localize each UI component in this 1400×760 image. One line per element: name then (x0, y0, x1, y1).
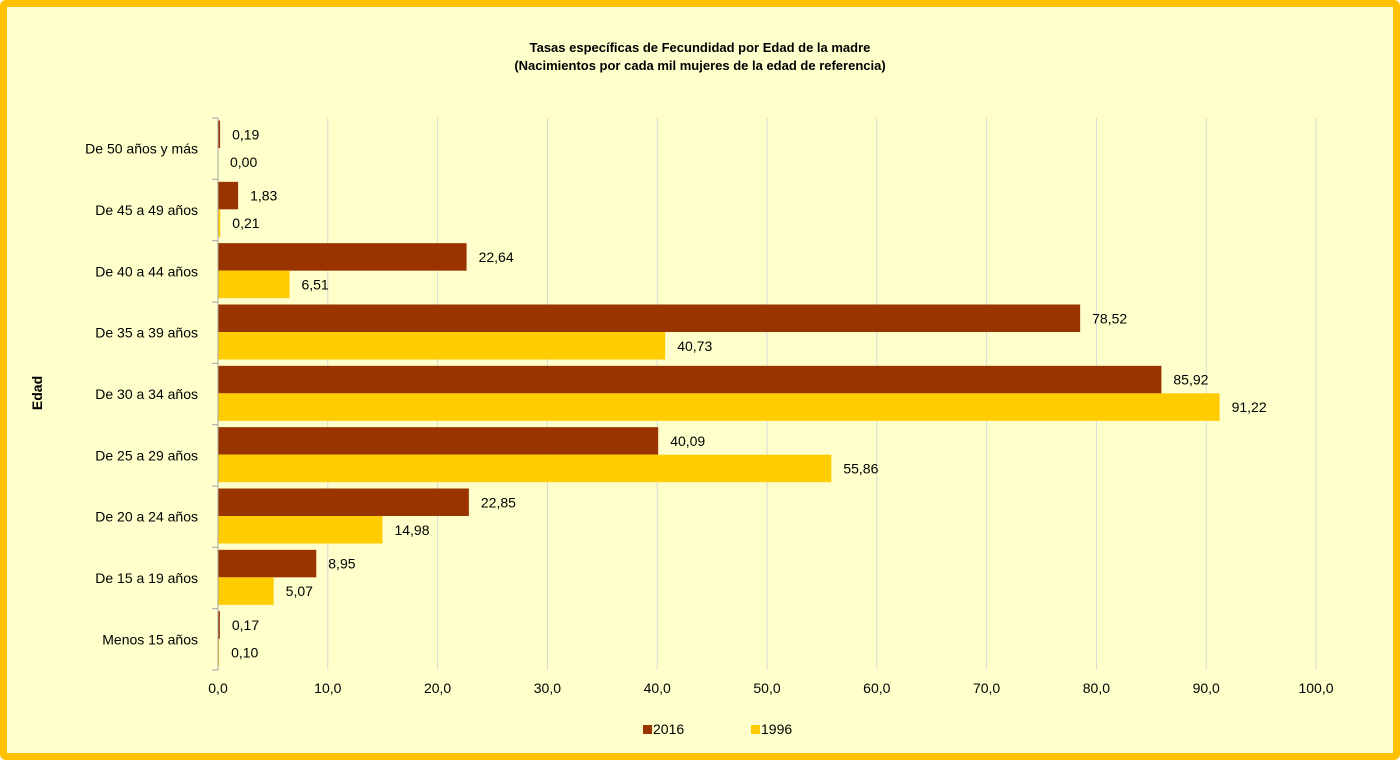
bar-2016 (218, 304, 1081, 332)
bar-1996 (218, 393, 1220, 421)
category-label: Menos 15 años (102, 631, 198, 647)
category-label: De 50 años y más (85, 141, 198, 157)
y-axis-title: Edad (29, 376, 45, 410)
data-label-2016: 1,83 (250, 188, 277, 204)
bar-2016 (218, 120, 221, 148)
legend-swatch-1996 (751, 725, 760, 734)
category-label: De 15 a 19 años (95, 570, 198, 586)
bar-2016 (218, 427, 659, 455)
data-label-1996: 0,00 (230, 154, 257, 170)
data-label-2016: 22,85 (481, 494, 516, 510)
data-label-1996: 55,86 (843, 460, 878, 476)
data-label-2016: 22,64 (479, 249, 514, 265)
x-tick-label: 90,0 (1193, 680, 1220, 696)
category-label: De 25 a 29 años (95, 447, 198, 463)
x-tick-label: 10,0 (314, 680, 341, 696)
x-tick-label: 30,0 (534, 680, 561, 696)
category-label: De 30 a 34 años (95, 386, 198, 402)
bar-2016 (218, 549, 317, 578)
data-label-1996: 91,22 (1232, 399, 1267, 415)
bar-2016 (218, 611, 220, 639)
x-tick-label: 50,0 (753, 680, 780, 696)
bar-1996 (218, 577, 274, 605)
x-tick-label: 70,0 (973, 680, 1000, 696)
bar-2016 (218, 243, 467, 271)
data-label-1996: 0,10 (231, 644, 258, 660)
category-label: De 45 a 49 años (95, 202, 198, 218)
bar-1996 (218, 270, 290, 299)
category-label: De 20 a 24 años (95, 509, 198, 525)
category-label: De 40 a 44 años (95, 263, 198, 279)
data-label-2016: 40,09 (670, 433, 705, 449)
x-tick-label: 40,0 (644, 680, 671, 696)
legend-label-2016: 2016 (653, 721, 684, 737)
bar-1996 (218, 454, 832, 483)
legend: 2016 1996 (643, 721, 792, 737)
x-tick-label: 60,0 (863, 680, 890, 696)
legend-swatch-2016 (643, 725, 652, 734)
data-label-2016: 0,17 (232, 617, 259, 633)
bar-1996 (218, 332, 666, 360)
data-label-2016: 78,52 (1092, 310, 1127, 326)
axes-group: 0,0 10,0 20,0 30,0 40,0 50,0 60,0 70,0 80,0 90,0 1… (85, 117, 1334, 696)
bars-group: 0,19 1,83 22,64 78,52 85,92 40,09 22,85 8,95 0,1… (218, 120, 1267, 667)
bar-2016 (218, 488, 469, 516)
data-label-1996: 40,73 (677, 338, 712, 354)
x-tick-label: 80,0 (1083, 680, 1110, 696)
data-label-1996: 0,21 (232, 215, 259, 231)
bar-1996 (218, 209, 221, 237)
category-label: De 35 a 39 años (95, 325, 198, 341)
bar-2016 (218, 365, 1162, 394)
chart-subtitle: (Nacimientos por cada mil mujeres de la … (514, 58, 885, 73)
bar-2016 (218, 181, 239, 210)
data-label-2016: 8,95 (328, 556, 355, 572)
data-label-2016: 85,92 (1173, 372, 1208, 388)
chart-title: Tasas específicas de Fecundidad por Edad… (530, 40, 871, 55)
data-label-1996: 6,51 (301, 276, 328, 292)
x-tick-label: 0,0 (208, 680, 228, 696)
data-label-2016: 0,19 (232, 126, 259, 142)
bar-1996 (218, 516, 383, 544)
legend-label-1996: 1996 (761, 721, 792, 737)
data-label-1996: 14,98 (394, 522, 429, 538)
data-label-1996: 5,07 (286, 583, 313, 599)
x-tick-label: 20,0 (424, 680, 451, 696)
bar-1996 (218, 638, 220, 667)
x-tick-label: 100,0 (1298, 680, 1333, 696)
